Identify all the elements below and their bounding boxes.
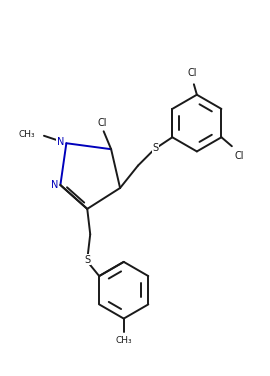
Text: CH₃: CH₃	[18, 130, 35, 139]
Text: Cl: Cl	[188, 68, 197, 78]
Text: CH₃: CH₃	[116, 336, 132, 344]
Text: S: S	[84, 255, 90, 265]
Text: N: N	[50, 180, 58, 190]
Text: N: N	[57, 137, 64, 147]
Text: S: S	[153, 143, 159, 153]
Text: Cl: Cl	[235, 151, 244, 161]
Text: Cl: Cl	[97, 118, 107, 128]
